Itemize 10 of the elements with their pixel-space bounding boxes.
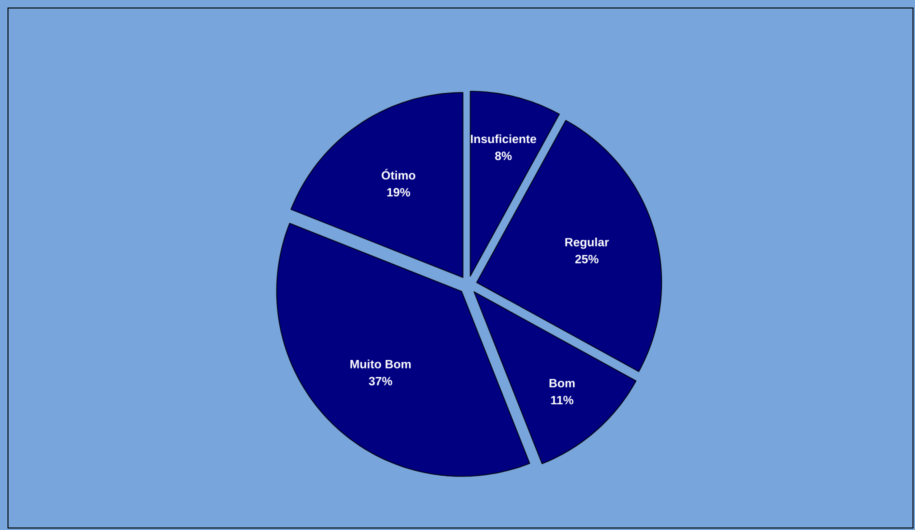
data-label: 11% [551, 396, 574, 404]
slice-label: Regular [565, 238, 609, 249]
data-label: 8% [495, 152, 512, 160]
slice-label: Bom [550, 379, 575, 388]
slice-label: Ótimo [382, 168, 416, 180]
slice-label: Insuficiente [470, 134, 536, 144]
data-label: 19% [387, 188, 410, 196]
data-label: 37% [368, 376, 392, 386]
data-label: 25% [575, 254, 598, 264]
slice-label: Muito Bom [350, 360, 411, 368]
